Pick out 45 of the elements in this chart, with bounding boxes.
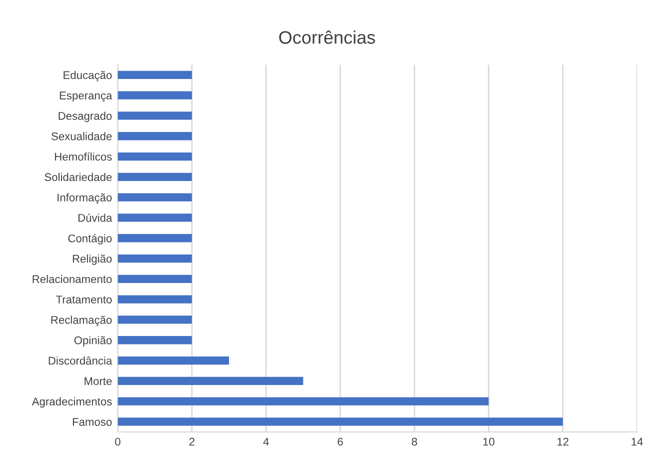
x-tick-label: 0 [115, 438, 120, 446]
x-tick-label: 2 [189, 438, 194, 446]
y-tick-label: Agradecimentos [32, 397, 112, 408]
bar [118, 274, 192, 283]
x-tick-label: 14 [632, 438, 643, 446]
bar [118, 336, 192, 344]
y-tick-label: Famoso [72, 418, 112, 426]
y-tick-label: Relacionamento [32, 274, 112, 284]
y-tick-label: Dúvida [78, 214, 112, 222]
y-tick-label: Desagrado [58, 112, 112, 122]
bar [118, 295, 192, 304]
bar [118, 172, 192, 181]
x-tick-label: 8 [412, 438, 418, 446]
bar [118, 193, 192, 202]
bar [118, 132, 192, 140]
y-tick-label: Morte [84, 377, 112, 386]
y-tick-label: Contágio [68, 234, 112, 245]
y-tick-label: Reclamação [51, 316, 112, 326]
y-tick-label: Discordância [48, 356, 112, 365]
bar [118, 316, 192, 324]
bar [118, 112, 192, 120]
bar [118, 254, 192, 263]
chart-title: Ocorrências [279, 30, 376, 44]
y-tick-label: Educação [64, 70, 112, 82]
bar [118, 234, 192, 242]
y-tick-label: Hemofílicos [55, 152, 112, 161]
bar [118, 152, 192, 161]
bar [118, 397, 489, 406]
y-tick-label: Esperança [60, 92, 112, 102]
y-tick-label: Tratamento [56, 296, 112, 304]
y-tick-label: Opinião [74, 336, 112, 346]
x-tick-label: 4 [263, 438, 269, 446]
bar [118, 356, 229, 365]
y-tick-label: Solidariedade [44, 172, 112, 182]
bar [118, 214, 192, 222]
y-tick-label: Informação [58, 193, 112, 204]
y-tick-label: Religião [72, 254, 112, 265]
x-tick-label: 6 [338, 438, 343, 446]
y-tick-label: Sexualidade [52, 132, 112, 140]
bar [118, 70, 192, 79]
bar [118, 91, 192, 100]
bar [118, 376, 304, 385]
x-tick-label: 12 [557, 438, 568, 446]
bar [118, 418, 563, 426]
x-tick-label: 10 [483, 438, 494, 446]
